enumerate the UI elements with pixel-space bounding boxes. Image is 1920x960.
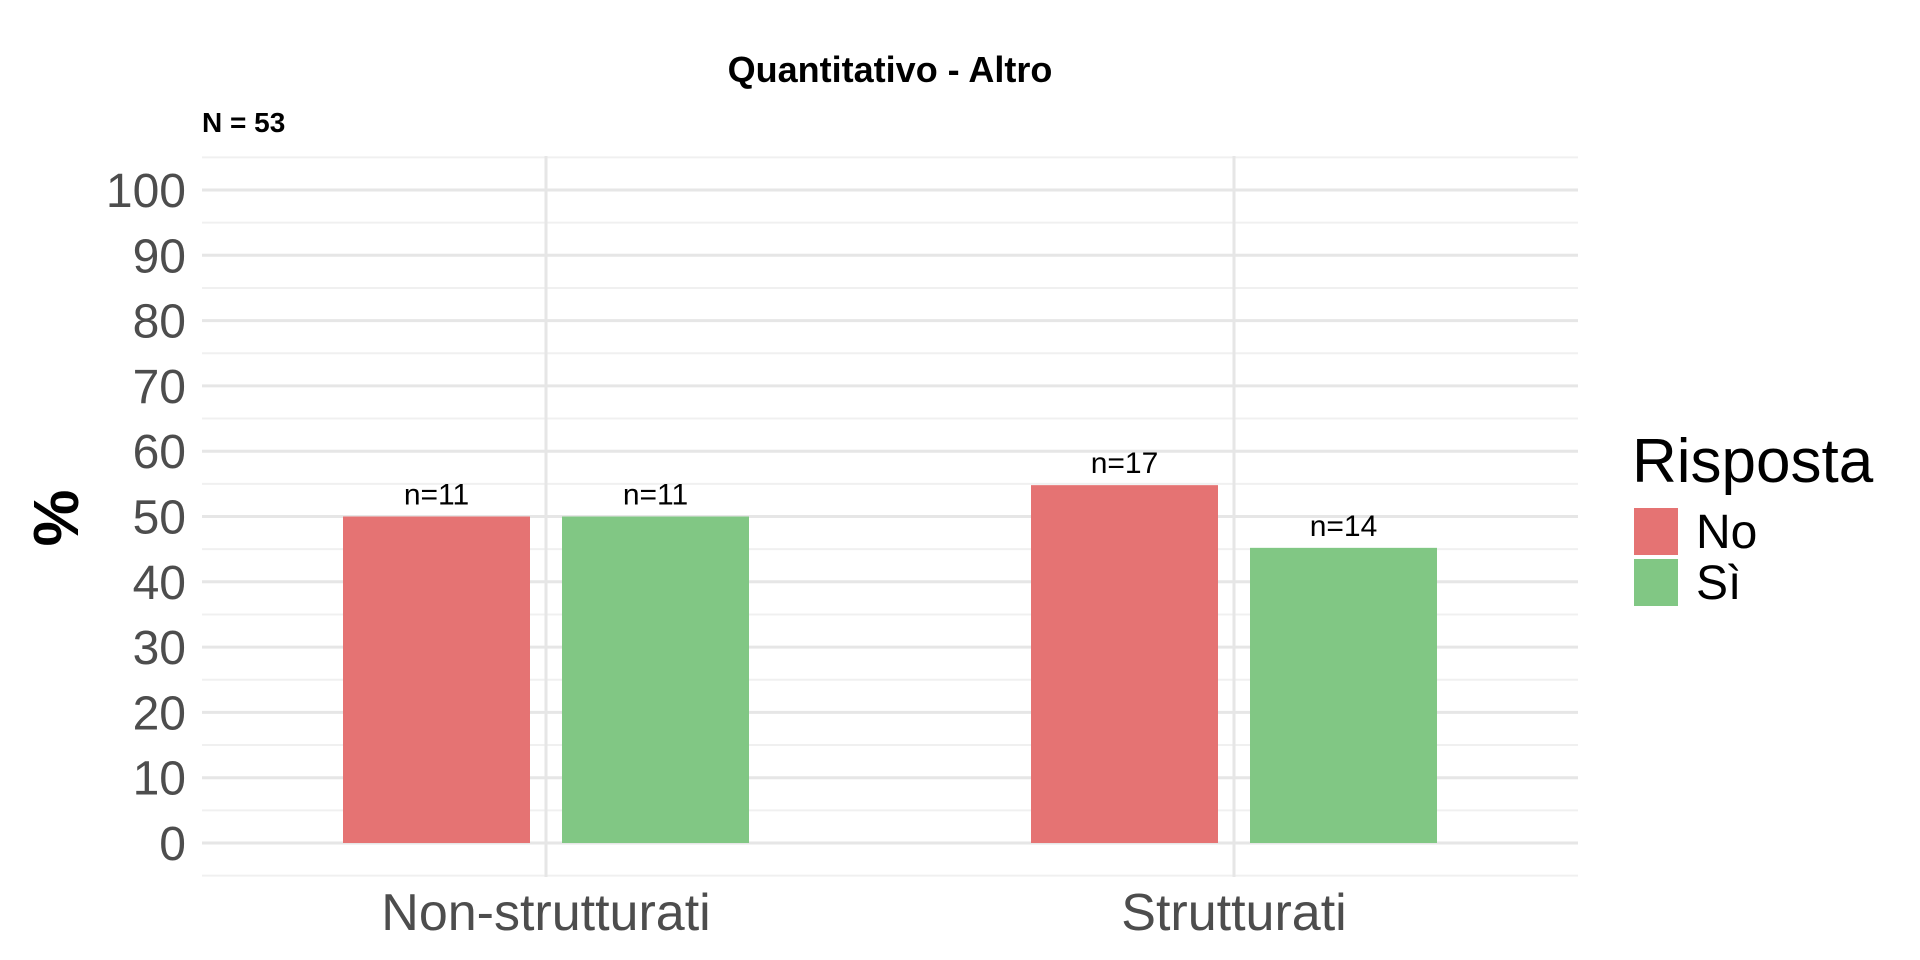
y-tick-label: 50	[133, 492, 186, 545]
y-tick-label: 100	[106, 165, 186, 218]
y-tick-label: 30	[133, 622, 186, 675]
bar-s-0	[562, 516, 749, 843]
bar-data-label: n=14	[1310, 510, 1378, 543]
y-tick-label: 0	[159, 818, 186, 871]
bar-data-label: n=17	[1091, 447, 1159, 480]
bar-data-label: n=11	[404, 479, 469, 512]
x-tick-label: Non-strutturati	[381, 884, 710, 942]
legend-title: Risposta	[1632, 427, 1874, 496]
legend-label: No	[1696, 506, 1757, 559]
y-tick-label: 40	[133, 557, 186, 610]
legend-swatch	[1634, 559, 1678, 606]
bar-no-1	[1031, 485, 1218, 843]
legend-swatch	[1634, 508, 1678, 555]
y-axis: 0 10 20 30 40 50 60 70 80 90 100	[106, 165, 186, 871]
chart-subtitle: N = 53	[202, 107, 285, 138]
y-tick-label: 20	[133, 687, 186, 740]
bar-no-0	[343, 516, 530, 843]
bars	[343, 485, 1437, 843]
chart-title: Quantitativo - Altro	[728, 49, 1053, 90]
y-tick-label: 70	[133, 361, 186, 414]
bar-s-1	[1250, 547, 1437, 843]
x-axis: Non-strutturati Strutturati	[381, 884, 1346, 942]
y-tick-label: 60	[133, 426, 186, 479]
y-tick-label: 90	[133, 230, 186, 283]
data-labels: n=11 n=11 n=17 n=14	[404, 447, 1377, 543]
y-tick-label: 10	[133, 753, 186, 806]
bar-data-label: n=11	[623, 479, 688, 512]
y-axis-title: %	[20, 490, 92, 547]
y-tick-label: 80	[133, 296, 186, 349]
x-tick-label: Strutturati	[1121, 884, 1346, 942]
legend-label: Sì	[1696, 557, 1741, 610]
